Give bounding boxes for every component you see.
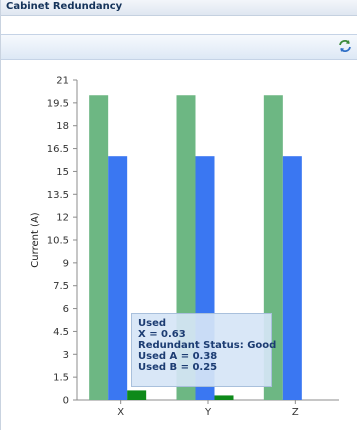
tooltip-line: Redundant Status: Good [138,340,277,351]
bar-x-series-1 [89,95,109,400]
panel-toolbar [1,34,357,60]
y-tick-label: 18 [56,121,69,132]
x-tick-label: Z [292,407,299,418]
y-tick-label: 0 [63,396,69,407]
y-tick-label: 1.5 [53,373,69,384]
y-tick-label: 10.5 [47,236,69,247]
bar-y-series-3 [214,395,234,400]
y-tick-label: 3 [63,350,69,361]
panel-titlebar: Cabinet Redundancy [1,0,357,16]
bar-z-series-2 [282,156,302,400]
y-axis-label: Current (A) [30,212,41,267]
x-tick-label: Y [204,407,212,418]
chart-tooltip: Used X = 0.63 Redundant Status: Good Used A… [131,313,277,387]
y-tick-label: 7.5 [53,281,69,292]
bar-x-series-2 [108,156,128,400]
tooltip-line: Used A = 0.38 [138,351,218,362]
y-tick-label: 4.5 [53,327,69,338]
x-tick-label: X [117,407,124,418]
y-tick-label: 19.5 [47,98,69,109]
y-tick-label: 13.5 [47,190,69,201]
tooltip-line: Used B = 0.25 [138,362,218,373]
y-tick-label: 21 [56,76,69,87]
y-tick-label: 6 [63,304,69,315]
tooltip-line: X = 0.63 [138,329,186,340]
y-tick-label: 15 [56,167,69,178]
y-tick-label: 16.5 [47,144,69,155]
panel-title: Cabinet Redundancy [6,1,123,12]
y-tick-label: 9 [63,258,69,269]
y-tick-label: 12 [56,213,69,224]
bar-x-series-3 [127,390,147,400]
refresh-icon[interactable] [337,38,353,54]
tooltip-line: Used [138,318,167,329]
